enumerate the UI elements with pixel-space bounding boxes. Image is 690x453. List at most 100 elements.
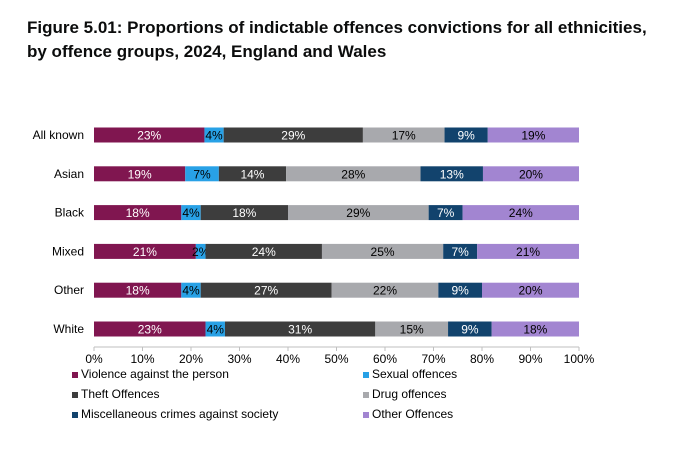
data-label: 13% <box>440 167 464 181</box>
x-tick-label: 70% <box>421 352 445 366</box>
category-label: Mixed <box>52 244 84 258</box>
bar-segment <box>420 166 483 182</box>
bar-segment <box>477 243 579 259</box>
data-label: 4% <box>182 206 200 220</box>
bar-segment <box>487 127 579 143</box>
data-label: 7% <box>193 167 211 181</box>
bar-segment <box>286 166 421 182</box>
legend: Violence against the person Sexual offenc… <box>72 367 457 421</box>
data-label: 18% <box>523 323 547 337</box>
bar-row-mixed: Mixed 21% 2% 24% 25% 7% 21% <box>52 243 579 259</box>
data-label: 7% <box>437 206 455 220</box>
category-label: White <box>53 322 84 336</box>
bar-row-other: Other 18% 4% 27% 22% 9% 20% <box>54 282 579 298</box>
legend-swatch <box>363 392 369 398</box>
bar-segment <box>94 166 186 182</box>
data-label: 21% <box>516 245 540 259</box>
data-label: 21% <box>133 245 157 259</box>
data-label: 31% <box>288 323 312 337</box>
legend-item: Theft Offences <box>72 387 160 401</box>
bars-layer: All known 23% 4% 29% 17% 9% 19% Asian 19% 7% 14% 28… <box>33 127 579 337</box>
bar-row-all-known: All known 23% 4% 29% 17% 9% 19% <box>33 127 579 143</box>
legend-item: Sexual offences <box>363 367 457 381</box>
x-tick-label: 80% <box>470 352 494 366</box>
data-label: 9% <box>461 323 479 337</box>
data-label: 28% <box>341 167 365 181</box>
x-tick-label: 40% <box>276 352 300 366</box>
legend-swatch <box>72 412 78 418</box>
x-tick-label: 20% <box>179 352 203 366</box>
chart-title: Figure 5.01: Proportions of indictable o… <box>27 18 647 61</box>
data-label: 9% <box>457 129 475 143</box>
data-label: 7% <box>452 245 470 259</box>
data-label: 25% <box>371 245 395 259</box>
bar-segment <box>438 282 482 298</box>
data-label: 23% <box>138 323 162 337</box>
data-label: 22% <box>373 284 397 298</box>
bar-segment <box>428 205 463 221</box>
data-label: 24% <box>509 206 533 220</box>
data-label: 24% <box>252 245 276 259</box>
data-label: 18% <box>126 206 150 220</box>
data-label: 15% <box>400 323 424 337</box>
bar-segment <box>482 166 579 182</box>
bar-segment <box>321 243 444 259</box>
data-label: 27% <box>254 284 278 298</box>
legend-item: Miscellaneous crimes against society <box>72 407 278 421</box>
legend-label: Violence against the person <box>81 367 229 381</box>
bar-segment <box>491 321 579 337</box>
bar-segment <box>443 243 478 259</box>
legend-label: Drug offences <box>372 387 447 401</box>
data-label: 19% <box>128 167 152 181</box>
legend-label: Miscellaneous crimes against society <box>81 407 278 421</box>
data-label: 18% <box>232 206 256 220</box>
bar-segment <box>205 321 225 337</box>
data-label: 18% <box>126 284 150 298</box>
data-label: 4% <box>205 129 223 143</box>
legend-label: Other Offences <box>372 407 453 421</box>
data-label: 20% <box>519 167 543 181</box>
data-label: 23% <box>137 129 161 143</box>
bar-segment <box>218 166 287 182</box>
legend-item: Violence against the person <box>72 367 229 381</box>
legend-swatch <box>72 392 78 398</box>
legend-swatch <box>363 372 369 378</box>
bar-segment <box>288 205 429 221</box>
bar-segment <box>195 243 206 259</box>
legend-item: Drug offences <box>363 387 447 401</box>
bar-segment <box>223 127 363 143</box>
bar-row-asian: Asian 19% 7% 14% 28% 13% 20% <box>54 166 579 182</box>
bar-segment <box>200 205 288 221</box>
bar-segment <box>94 282 182 298</box>
bar-row-black: Black 18% 4% 18% 29% 7% 24% <box>55 205 579 221</box>
bar-segment <box>205 243 322 259</box>
data-label: 14% <box>240 167 264 181</box>
x-tick-label: 90% <box>518 352 542 366</box>
bar-segment <box>362 127 445 143</box>
legend-swatch <box>72 372 78 378</box>
bar-segment <box>448 321 492 337</box>
x-tick-label: 50% <box>324 352 348 366</box>
bar-segment <box>482 282 579 298</box>
bar-segment <box>375 321 449 337</box>
data-label: 4% <box>182 284 200 298</box>
data-label: 9% <box>452 284 470 298</box>
legend-item: Other Offences <box>363 407 453 421</box>
category-label: Black <box>55 206 85 220</box>
data-label: 29% <box>346 206 370 220</box>
bar-segment <box>331 282 439 298</box>
bar-segment <box>224 321 376 337</box>
category-label: All known <box>33 128 84 142</box>
bar-segment <box>94 321 206 337</box>
category-label: Other <box>54 283 84 297</box>
bar-segment <box>94 243 196 259</box>
data-label: 17% <box>392 129 416 143</box>
data-label: 20% <box>518 284 542 298</box>
bar-segment <box>200 282 332 298</box>
data-label: 2% <box>192 245 210 259</box>
data-label: 4% <box>207 323 225 337</box>
category-label: Asian <box>54 167 84 181</box>
legend-label: Theft Offences <box>81 387 160 401</box>
bar-segment <box>181 205 201 221</box>
